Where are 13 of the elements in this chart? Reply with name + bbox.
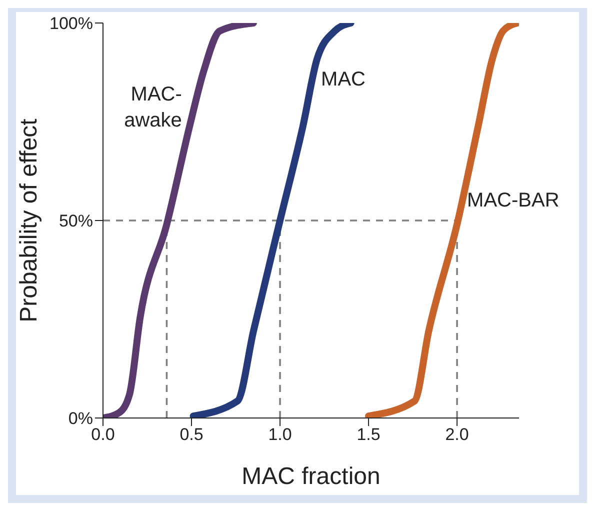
series-label: MAC-BAR — [467, 189, 560, 212]
x-tick-label: 1.0 — [268, 425, 292, 444]
y-tick-label: 100% — [50, 14, 93, 34]
y-tick-label: 50% — [58, 212, 93, 231]
y-axis-title: Probability of effect — [16, 118, 43, 322]
series-label: MAC-awake — [124, 83, 182, 132]
x-tick-label: 1.5 — [356, 425, 380, 444]
x-tick-label: 0.5 — [180, 425, 204, 444]
y-tick-label: 0% — [68, 409, 93, 428]
series-label: MAC — [321, 68, 366, 91]
x-tick-label: 2.0 — [445, 425, 469, 444]
x-axis-title: MAC fraction — [242, 463, 380, 490]
x-tick-label: 0.0 — [91, 425, 115, 444]
